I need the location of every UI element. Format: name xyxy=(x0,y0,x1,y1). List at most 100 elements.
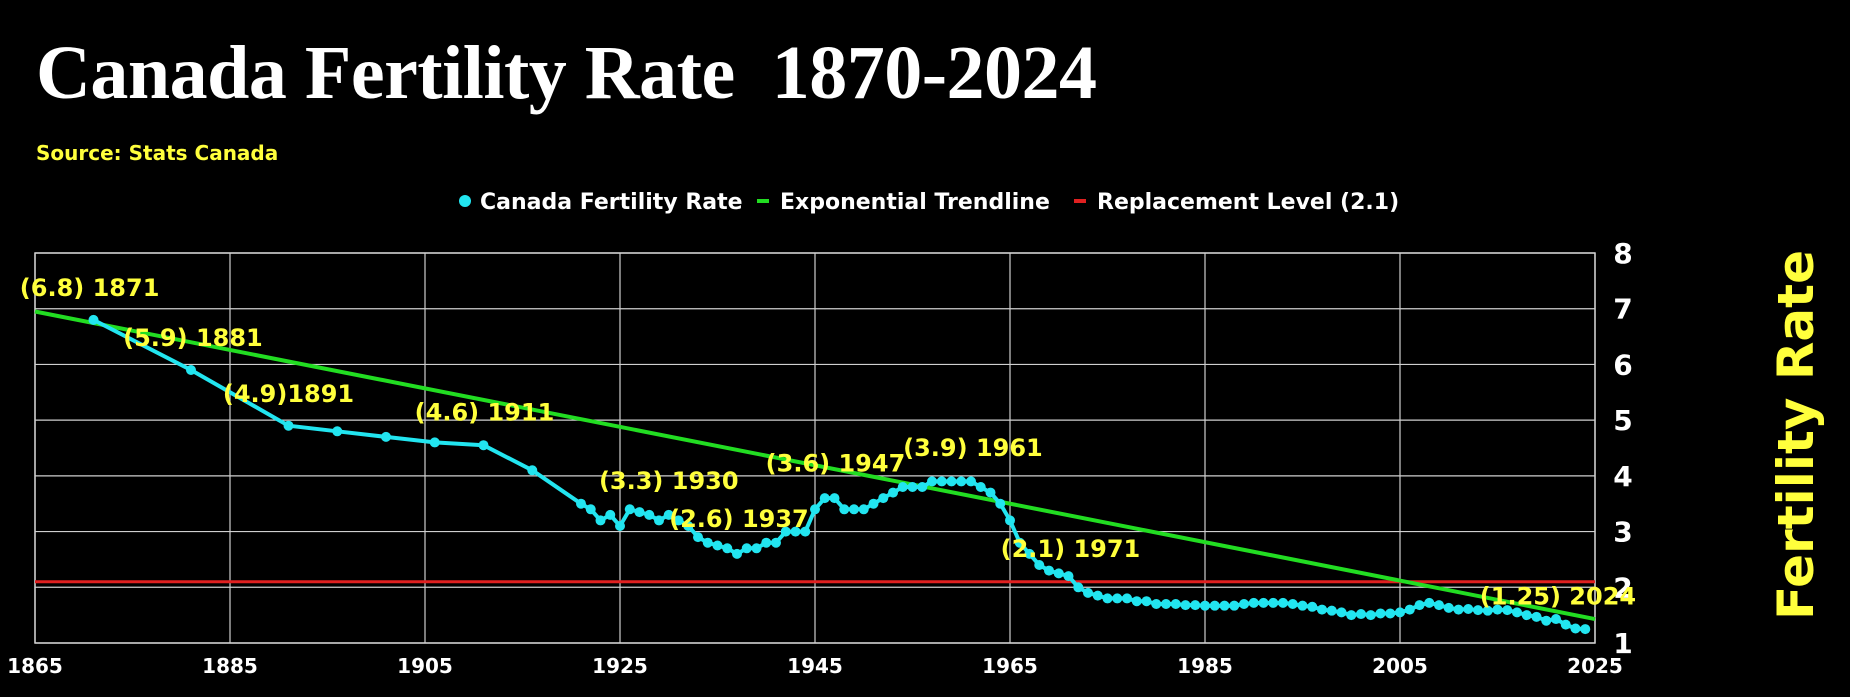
annotation-3: (4.6) 1911 xyxy=(415,399,555,427)
data-point-2014 xyxy=(1482,605,1493,616)
annotation-9: (1.25) 2024 xyxy=(1480,583,1636,611)
data-point-1980 xyxy=(1151,599,1162,609)
data-point-1949 xyxy=(849,504,859,515)
plot-frame xyxy=(34,252,1596,644)
data-point-2017 xyxy=(1512,607,1522,618)
data-point-1995 xyxy=(1297,600,1308,611)
data-point-1926 xyxy=(624,504,635,515)
data-point-1972 xyxy=(1073,582,1084,593)
data-point-2003 xyxy=(1375,608,1386,619)
data-point-1943 xyxy=(790,526,801,537)
data-point-1967 xyxy=(1024,548,1035,559)
data-point-1937 xyxy=(732,548,742,559)
legend-label-trend: Exponential Trendline xyxy=(780,190,1050,215)
data-point-1936 xyxy=(722,543,733,554)
x-tick-1905: 1905 xyxy=(397,654,453,678)
x-tick-1945: 1945 xyxy=(787,654,843,678)
data-point-1938 xyxy=(741,543,752,554)
data-point-1999 xyxy=(1336,607,1347,618)
data-point-1996 xyxy=(1307,601,1318,612)
chart-title: Canada Fertility Rate 1870-2024 xyxy=(36,31,1097,115)
legend-marker-series xyxy=(459,195,471,207)
data-point-1951 xyxy=(868,498,879,509)
data-point-1997 xyxy=(1317,604,1327,615)
fertility-points xyxy=(88,314,1591,635)
data-point-1960 xyxy=(956,476,967,487)
data-point-2016 xyxy=(1502,605,1513,616)
y-tick-8: 8 xyxy=(1613,237,1632,270)
data-point-1954 xyxy=(897,482,908,492)
annotation-4: (3.3) 1930 xyxy=(599,467,739,495)
data-point-1935 xyxy=(712,540,723,551)
legend: Canada Fertility Rate Exponential Trendl… xyxy=(459,190,1399,215)
data-point-2023 xyxy=(1570,623,1581,634)
data-point-1871 xyxy=(88,314,99,325)
data-point-1990 xyxy=(1248,597,1259,608)
data-point-1989 xyxy=(1239,599,1249,609)
y-axis-ticks: 1 2 3 4 5 6 7 8 xyxy=(1613,237,1632,660)
data-point-2024 xyxy=(1580,624,1591,635)
grid xyxy=(34,252,1596,644)
data-point-1988 xyxy=(1229,600,1240,611)
data-point-1925 xyxy=(615,521,625,531)
data-point-1992 xyxy=(1268,597,1279,608)
data-point-1928 xyxy=(644,509,655,520)
data-point-1959 xyxy=(946,476,957,487)
data-point-1978 xyxy=(1131,596,1142,607)
data-point-1947 xyxy=(829,493,840,504)
data-point-1950 xyxy=(858,504,869,515)
data-point-2000 xyxy=(1346,610,1357,621)
data-point-1916 xyxy=(527,465,538,476)
data-point-1931 xyxy=(673,515,684,526)
x-tick-2025: 2025 xyxy=(1567,654,1623,678)
data-point-1983 xyxy=(1180,600,1191,611)
data-point-1944 xyxy=(800,526,811,537)
data-point-2013 xyxy=(1473,605,1483,616)
x-tick-1985: 1985 xyxy=(1177,654,1233,678)
data-point-2005 xyxy=(1395,607,1405,618)
x-tick-1865: 1865 xyxy=(7,654,63,678)
data-point-1945 xyxy=(810,504,820,515)
data-point-1970 xyxy=(1053,568,1064,579)
y-tick-5: 5 xyxy=(1613,404,1632,437)
annotation-8: (2.1) 1971 xyxy=(1001,535,1141,563)
data-point-1941 xyxy=(771,537,781,548)
data-point-1969 xyxy=(1044,565,1054,576)
data-point-1982 xyxy=(1170,599,1181,609)
data-point-1979 xyxy=(1141,596,1152,607)
data-point-2006 xyxy=(1404,604,1415,615)
y-tick-6: 6 xyxy=(1613,348,1632,381)
legend-label-replacement: Replacement Level (2.1) xyxy=(1097,190,1399,215)
data-point-2009 xyxy=(1434,600,1444,611)
data-point-2015 xyxy=(1492,604,1503,615)
data-point-1946 xyxy=(819,493,830,504)
annotation-0: (6.8) 1871 xyxy=(20,274,160,302)
fertility-series-line xyxy=(92,318,1586,632)
annotations: (6.8) 1871 (5.9) 1881 (4.9)1891 (4.6) 1911 (… xyxy=(20,274,1636,611)
annotation-2: (4.9)1891 xyxy=(223,380,354,408)
data-point-1991 xyxy=(1258,597,1269,608)
data-point-2002 xyxy=(1365,610,1376,621)
data-point-1964 xyxy=(995,498,1006,509)
data-point-1929 xyxy=(654,515,664,526)
data-point-1934 xyxy=(702,537,713,548)
data-point-1973 xyxy=(1083,587,1093,598)
y-tick-2: 2 xyxy=(1613,571,1632,604)
data-point-1901 xyxy=(381,431,391,442)
data-point-2011 xyxy=(1453,604,1464,615)
data-point-1985 xyxy=(1200,600,1210,611)
y-axis-label: Fertility Rate xyxy=(1767,250,1825,620)
data-point-1974 xyxy=(1092,590,1103,601)
x-tick-1885: 1885 xyxy=(202,654,258,678)
data-point-1994 xyxy=(1287,599,1298,609)
data-point-1952 xyxy=(878,493,889,504)
data-point-1911 xyxy=(478,440,489,451)
data-point-1896 xyxy=(332,426,343,437)
data-point-1953 xyxy=(888,487,898,498)
data-point-2010 xyxy=(1443,602,1454,613)
x-axis-ticks: 1865 1885 1905 1925 1945 1965 1985 2005 2025 xyxy=(7,654,1623,678)
data-point-1932 xyxy=(683,521,694,531)
data-point-1927 xyxy=(634,507,645,518)
data-point-1956 xyxy=(917,482,928,492)
